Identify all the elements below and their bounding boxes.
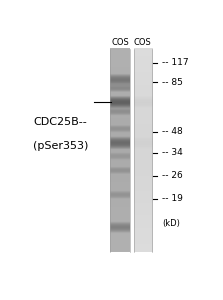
- Text: (kD): (kD): [162, 219, 180, 228]
- Text: COS: COS: [112, 38, 129, 47]
- Text: -- 26: -- 26: [162, 171, 183, 180]
- Text: -- 85: -- 85: [162, 78, 183, 87]
- Text: COS: COS: [134, 38, 152, 47]
- Text: CDC25B--: CDC25B--: [33, 117, 87, 127]
- Text: -- 34: -- 34: [162, 148, 183, 157]
- Text: -- 117: -- 117: [162, 58, 188, 67]
- Text: (pSer353): (pSer353): [33, 141, 89, 151]
- Text: -- 19: -- 19: [162, 194, 183, 203]
- Text: -- 48: -- 48: [162, 128, 183, 136]
